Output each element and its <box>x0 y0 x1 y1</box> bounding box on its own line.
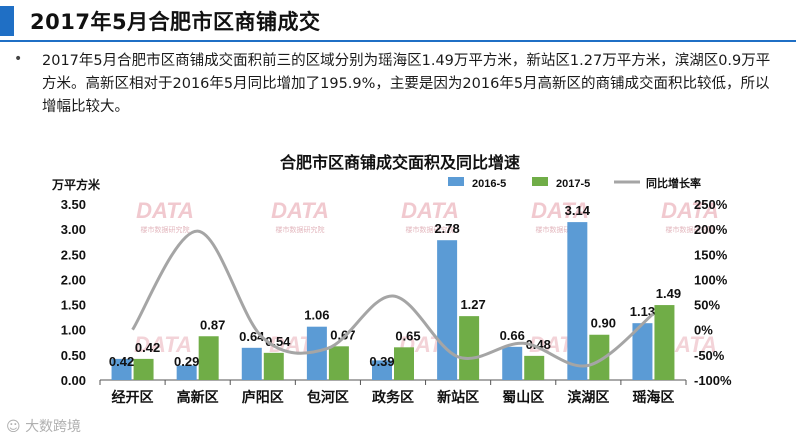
y-tick-label: 1.50 <box>61 298 86 313</box>
bar-2017-5 <box>589 334 610 380</box>
watermark-subtext: 楼市数据研究院 <box>666 225 715 234</box>
y-tick-label: 3.00 <box>61 222 86 237</box>
x-tick-label: 包河区 <box>307 389 349 405</box>
x-tick-label: 滨湖区 <box>567 389 609 405</box>
bar-2017-5 <box>654 305 675 380</box>
y2-tick-label: -100% <box>694 373 732 388</box>
watermark-text: DATA <box>401 198 459 223</box>
x-tick-label: 庐阳区 <box>242 389 284 405</box>
footer-watermark: ☺ 大数跨境 <box>6 416 81 436</box>
y2-tick-label: 150% <box>694 247 728 262</box>
legend-swatch-2017-5 <box>532 177 548 186</box>
legend-label-2016-5: 2016-5 <box>472 178 506 190</box>
bar-2016-5 <box>111 358 132 380</box>
y2-tick-label: 50% <box>694 298 720 313</box>
watermark-text: DATA <box>136 198 194 223</box>
footer-watermark-text: 大数跨境 <box>25 419 82 435</box>
legend-swatch-2016-5 <box>448 177 464 186</box>
x-tick-label: 政务区 <box>372 389 414 405</box>
x-tick-label: 新站区 <box>437 389 479 405</box>
title-bar: 2017年5月合肥市区商铺成交 <box>0 0 796 40</box>
watermark-text: DATA <box>134 332 192 357</box>
page-title: 2017年5月合肥市区商铺成交 <box>30 10 321 34</box>
bar-2017-5 <box>524 355 545 380</box>
x-tick-label: 高新区 <box>177 389 219 405</box>
y-axis-label: 万平方米 <box>51 177 101 192</box>
y-tick-label: 2.50 <box>61 247 86 262</box>
watermark-logo-icon: ☺ <box>6 419 21 435</box>
y-tick-label: 2.00 <box>61 272 86 287</box>
bar-2016-5 <box>502 346 523 380</box>
title-divider <box>0 40 796 42</box>
x-tick-label: 瑶海区 <box>632 389 674 405</box>
y-tick-label: 0.00 <box>61 373 86 388</box>
bar-2017-5 <box>263 352 284 380</box>
data-label-2016-5: 0.29 <box>174 354 199 369</box>
x-tick-label: 蜀山区 <box>502 389 544 405</box>
watermark-text: DATA <box>661 198 719 223</box>
data-label-2017-5: 1.27 <box>460 297 485 312</box>
bullet-dot: • <box>14 51 23 67</box>
bar-2016-5 <box>176 365 197 380</box>
data-label-2017-5: 0.65 <box>395 328 420 343</box>
bar-2017-5 <box>133 358 154 380</box>
description-paragraph: 2017年5月合肥市区商铺成交面积前三的区域分别为瑶海区1.49万平方米，新站区… <box>42 53 771 115</box>
bar-2016-5 <box>241 347 262 380</box>
y2-tick-label: 250% <box>694 197 728 212</box>
watermark-text: DATA <box>271 198 329 223</box>
y-tick-label: 0.50 <box>61 348 86 363</box>
data-label-2017-5: 0.48 <box>526 337 551 352</box>
data-label-2016-5: 1.13 <box>630 304 655 319</box>
data-label-2016-5: 0.66 <box>500 328 525 343</box>
bar-2016-5 <box>306 326 327 380</box>
bar-2016-5 <box>372 360 392 380</box>
x-tick-label: 经开区 <box>112 389 154 405</box>
growth-rate-line <box>131 229 655 368</box>
chart-title: 合肥市区商铺成交面积及同比增速 <box>280 153 520 172</box>
y2-tick-label: 0% <box>694 323 713 338</box>
watermark-subtext: 楼市数据研究院 <box>406 225 455 234</box>
bar-2017-5 <box>198 336 219 380</box>
bar-2017-5 <box>459 316 480 380</box>
legend-label-growth: 同比增长率 <box>646 176 701 190</box>
title-accent <box>0 6 14 36</box>
data-label-2017-5: 1.49 <box>656 286 681 301</box>
data-label-2016-5: 2.78 <box>434 221 459 236</box>
data-label-2017-5: 0.42 <box>135 340 160 355</box>
y2-tick-label: -50% <box>694 348 725 363</box>
data-label-2016-5: 1.06 <box>304 308 329 323</box>
data-label-2016-5: 0.39 <box>369 354 394 369</box>
data-label-2016-5: 3.14 <box>565 203 591 218</box>
y2-tick-label: 200% <box>694 222 728 237</box>
y2-tick-label: 100% <box>694 272 728 287</box>
bar-2016-5 <box>632 323 653 380</box>
data-label-2017-5: 0.90 <box>591 316 616 331</box>
data-label-2016-5: 0.42 <box>109 354 134 369</box>
bar-2017-5 <box>394 347 414 380</box>
bar-2016-5 <box>567 222 588 380</box>
bar-2016-5 <box>437 240 458 380</box>
y-tick-label: 1.00 <box>61 323 86 338</box>
bar-2017-5 <box>328 346 349 380</box>
watermark-subtext: 楼市数据研究院 <box>141 225 190 234</box>
watermark-subtext: 楼市数据研究院 <box>536 225 585 234</box>
y-tick-label: 3.50 <box>61 197 86 212</box>
legend-label-2017-5: 2017-5 <box>556 178 590 190</box>
watermark-text: DATA <box>531 198 589 223</box>
data-label-2017-5: 0.87 <box>200 317 225 332</box>
watermark-subtext: 楼市数据研究院 <box>276 225 325 234</box>
